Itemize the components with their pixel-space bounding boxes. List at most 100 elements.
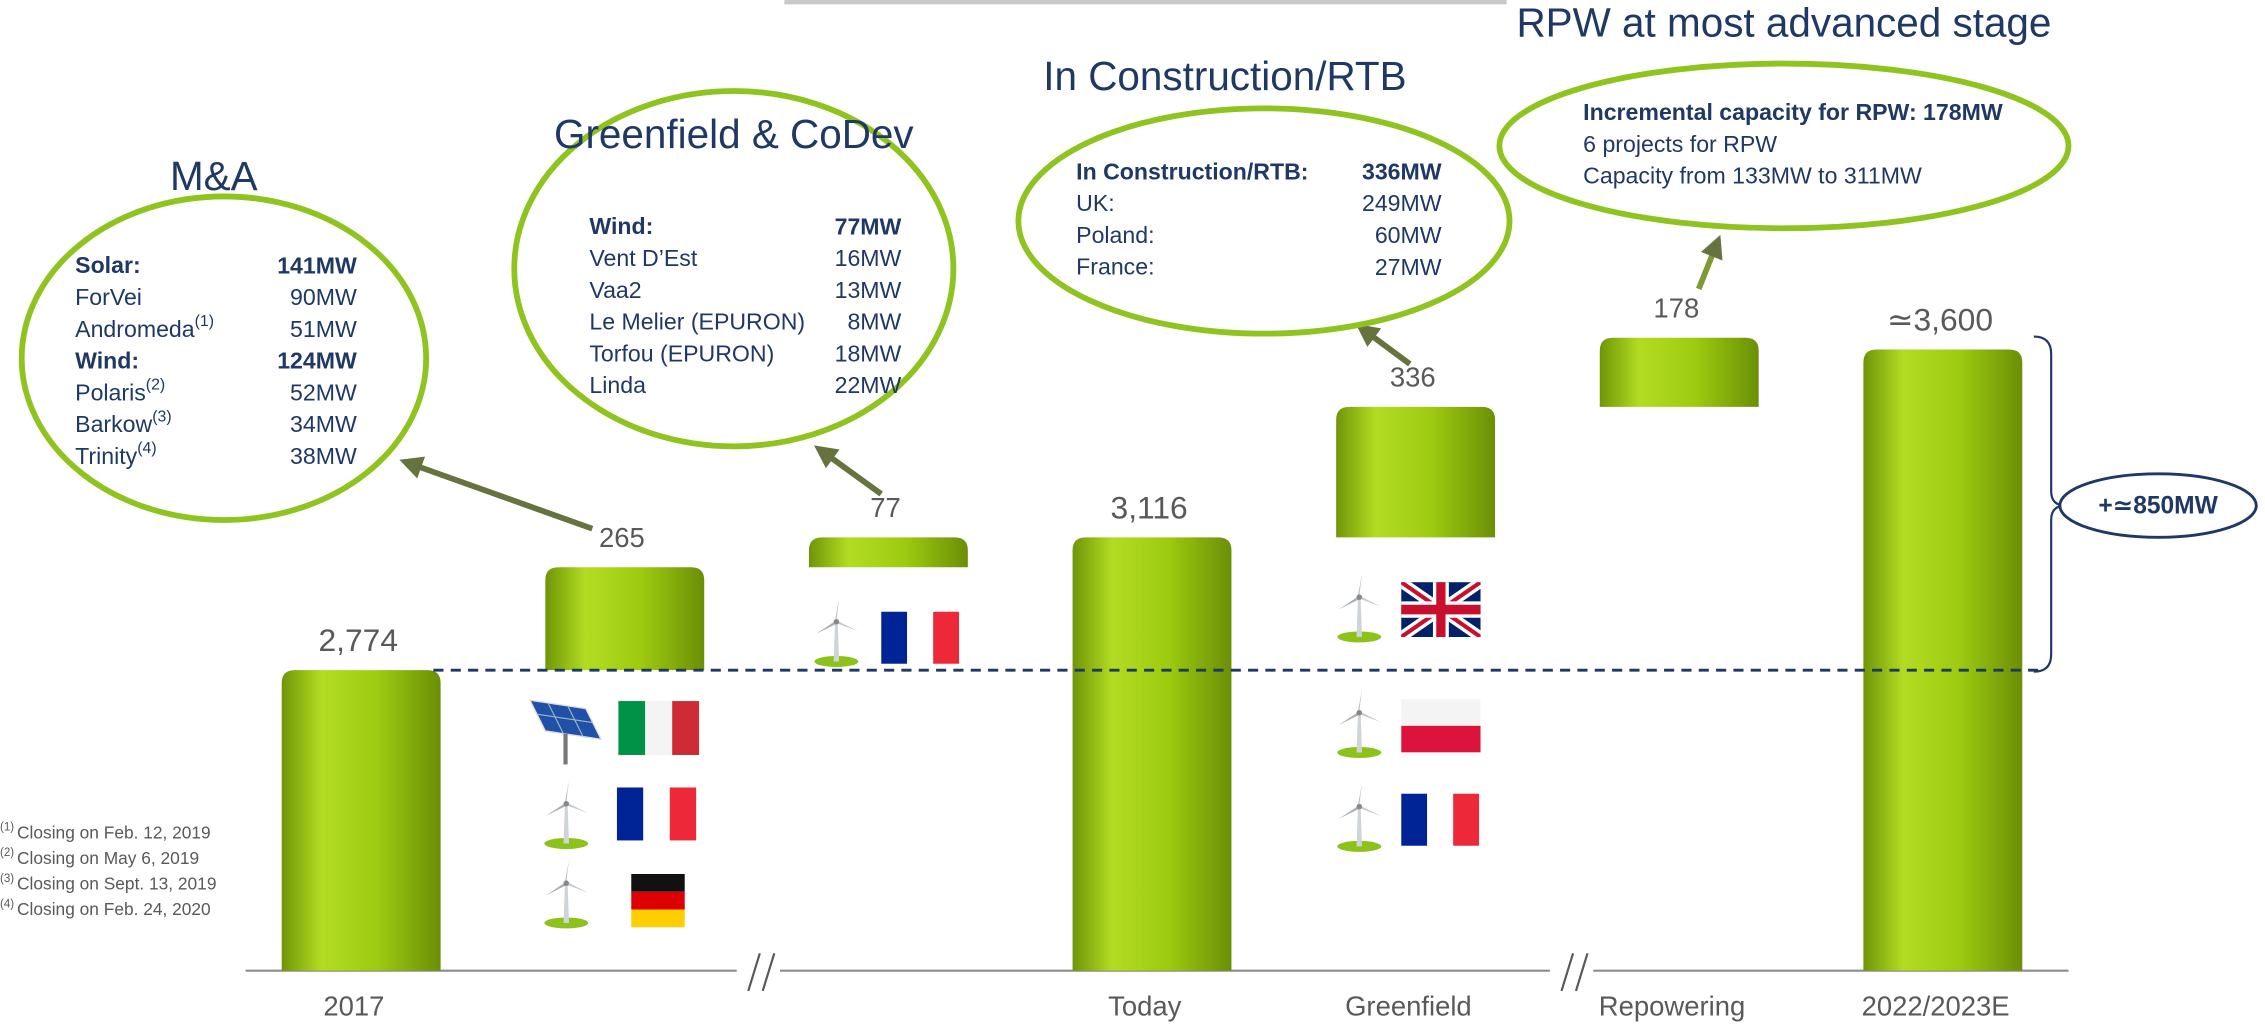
bubble — [1015, 105, 1513, 337]
line-value: 18MW — [835, 340, 902, 366]
bubble-line: ForVei — [75, 284, 142, 310]
line-label: UK: — [1076, 190, 1115, 216]
line-value: 336MW — [1362, 158, 1442, 184]
line-label: Solar: — [75, 252, 141, 278]
flag-italy — [618, 701, 700, 755]
line-label: Polaris — [75, 379, 146, 405]
bubble-line: 6 projects for RPW — [1583, 131, 1777, 157]
footnote-mark: (2) — [0, 847, 14, 859]
line-label: Vent D’Est — [589, 245, 697, 271]
line-label: Capacity from 133MW to 311MW — [1583, 163, 1922, 189]
line-label: ForVei — [75, 284, 142, 310]
line-value: 77MW — [835, 213, 902, 239]
turbine-icon — [1337, 573, 1382, 643]
bar — [1336, 406, 1496, 538]
bubble-line: Poland: — [1076, 222, 1154, 248]
line-footnote-mark: (3) — [152, 409, 171, 426]
arrows — [399, 234, 1723, 532]
total-change-badge — [2058, 472, 2258, 539]
arrow — [399, 456, 594, 532]
line-footnote-mark: (4) — [137, 440, 156, 457]
footnote-text: Closing on Sept. 13, 2019 — [17, 873, 216, 893]
turbine-icon — [1337, 783, 1382, 852]
x-tick-label: Today — [1108, 990, 1181, 1021]
line-footnote-mark: (1) — [195, 313, 214, 330]
turbine-icon — [814, 598, 859, 667]
value-label: 336 — [1390, 362, 1436, 393]
footnote: (1) Closing on Feb. 12, 2019 — [0, 822, 211, 842]
bubble — [1496, 60, 2072, 232]
flag-france — [616, 787, 697, 841]
line-label: Le Melier (EPURON) — [589, 309, 805, 335]
line-label: Linda — [589, 372, 646, 398]
axis-break — [1560, 953, 1589, 992]
value-label: ≃3,600 — [1887, 301, 1993, 337]
bubble-line: Incremental capacity for RPW: 178MW — [1583, 99, 2003, 125]
bar — [545, 567, 705, 671]
line-value: 90MW — [290, 284, 357, 310]
bar — [1863, 349, 2023, 971]
flag-france — [881, 611, 960, 664]
bar — [808, 537, 968, 568]
arrow — [1355, 323, 1412, 367]
bubble-line: Solar: — [75, 252, 141, 278]
bubble-title: In Construction/RTB — [1043, 53, 1406, 99]
footnote: (4) Closing on Feb. 24, 2020 — [0, 898, 211, 918]
x-tick-label: Repowering — [1599, 990, 1745, 1021]
bubble-line: Barkow(3) — [75, 409, 171, 438]
footnote-mark: (3) — [0, 873, 14, 885]
bubble-line: Torfou (EPURON) — [589, 340, 774, 366]
footnote: (2) Closing on May 6, 2019 — [0, 847, 199, 867]
axis-break — [747, 953, 776, 992]
bar — [1599, 337, 1759, 407]
line-label: 6 projects for RPW — [1583, 131, 1777, 157]
line-label: Trinity — [75, 443, 137, 469]
line-value: 34MW — [290, 411, 357, 437]
bubble-line: Capacity from 133MW to 311MW — [1583, 163, 1922, 189]
line-value: 51MW — [290, 316, 357, 342]
line-label: Wind: — [75, 348, 139, 374]
line-label: Vaa2 — [589, 277, 641, 303]
turbine-icon — [544, 859, 589, 929]
value-label: 77 — [870, 492, 901, 523]
bubble-title: RPW at most advanced stage — [1516, 0, 2051, 46]
bubble-line: In Construction/RTB: — [1076, 158, 1308, 184]
line-label: Incremental capacity for RPW: 178MW — [1583, 99, 2003, 125]
footnote-text: Closing on May 6, 2019 — [17, 848, 199, 868]
bubble-line: UK: — [1076, 190, 1115, 216]
solar-icon — [529, 699, 602, 766]
x-tick-label: 2022/2023E — [1862, 990, 2010, 1021]
total-change: +≃850MW — [2098, 492, 2218, 519]
bubble — [18, 193, 430, 523]
bubble-line: Vaa2 — [589, 277, 641, 303]
arrow — [1696, 234, 1723, 290]
flag-france — [1401, 793, 1480, 846]
line-label: Barkow — [75, 411, 152, 437]
line-value: 249MW — [1362, 190, 1442, 216]
footnote-mark: (4) — [0, 898, 14, 910]
turbine-icon — [544, 780, 589, 849]
flag-uk — [1401, 582, 1480, 637]
line-value: 38MW — [290, 443, 357, 469]
line-label: Andromeda — [75, 316, 195, 342]
value-label: 178 — [1653, 293, 1699, 324]
line-value: 52MW — [290, 379, 357, 405]
line-value: 16MW — [835, 245, 902, 271]
x-tick-label: Greenfield — [1345, 990, 1472, 1021]
footnote: (3) Closing on Sept. 13, 2019 — [0, 873, 216, 893]
bubble-line: Le Melier (EPURON) — [589, 309, 805, 335]
line-value: 60MW — [1375, 222, 1442, 248]
arrow — [814, 445, 883, 497]
top-rule — [784, 0, 1507, 5]
line-value: 8MW — [847, 309, 901, 335]
footnote-text: Closing on Feb. 12, 2019 — [17, 822, 211, 842]
bubble-line: Trinity(4) — [75, 440, 156, 469]
bubble-title: M&A — [170, 153, 258, 199]
bubble-title: Greenfield & CoDev — [554, 111, 914, 157]
value-label: 2,774 — [319, 622, 399, 658]
bubble-line: Wind: — [589, 213, 653, 239]
line-value: 124MW — [277, 348, 357, 374]
flag-poland — [1401, 699, 1481, 753]
